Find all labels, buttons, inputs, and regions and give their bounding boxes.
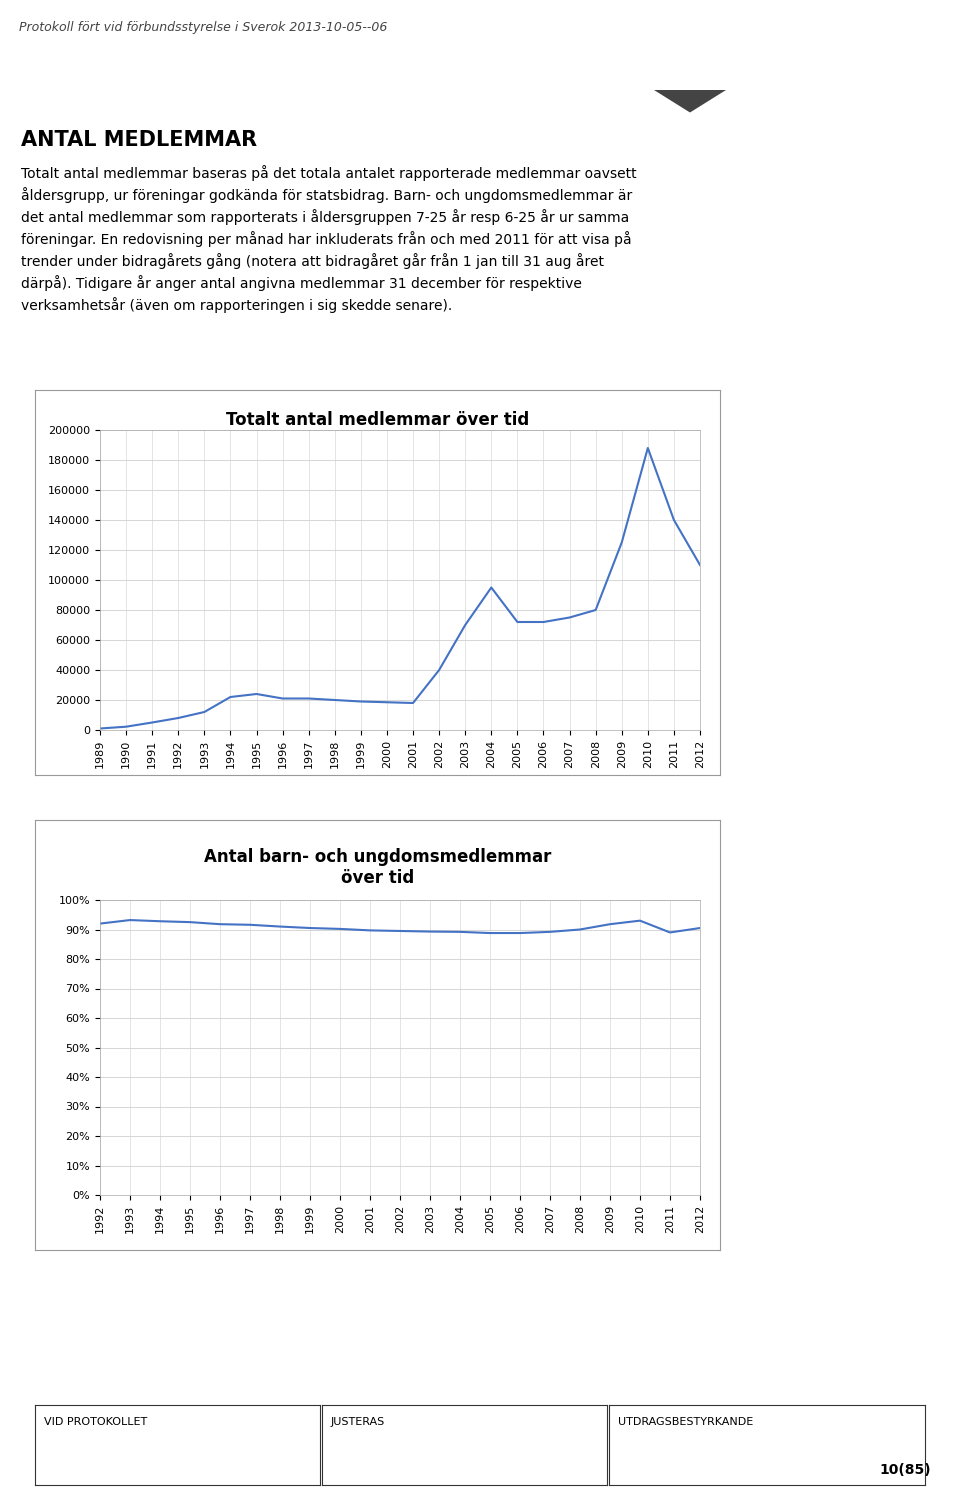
Text: därpå). Tidigare år anger antal angivna medlemmar 31 december för respektive: därpå). Tidigare år anger antal angivna … (21, 275, 582, 292)
Text: det antal medlemmar som rapporterats i åldersgruppen 7-25 år resp 6-25 år ur sam: det antal medlemmar som rapporterats i å… (21, 209, 630, 224)
Text: Protokoll fört vid förbundsstyrelse i Sverok 2013-10-05--06: Protokoll fört vid förbundsstyrelse i Sv… (19, 21, 388, 34)
Polygon shape (654, 90, 726, 112)
Text: UTDRAGSBESTYRKANDE: UTDRAGSBESTYRKANDE (618, 1417, 754, 1428)
Text: trender under bidragårets gång (notera att bidragåret går från 1 jan till 31 aug: trender under bidragårets gång (notera a… (21, 253, 604, 269)
Text: Sverok: Sverok (665, 52, 714, 64)
Text: ANTAL MEDLEMMAR: ANTAL MEDLEMMAR (21, 130, 257, 150)
Text: Antal barn- och ungdomsmedlemmar
över tid: Antal barn- och ungdomsmedlemmar över ti… (204, 848, 551, 887)
Text: åldersgrupp, ur föreningar godkända för statsbidrag. Barn- och ungdomsmedlemmar : åldersgrupp, ur föreningar godkända för … (21, 187, 633, 203)
Text: 10(85): 10(85) (879, 1464, 931, 1477)
Text: VID PROTOKOLLET: VID PROTOKOLLET (43, 1417, 147, 1428)
Text: verksamhetsår (även om rapporteringen i sig skedde senare).: verksamhetsår (även om rapporteringen i … (21, 298, 452, 312)
Text: föreningar. En redovisning per månad har inkluderats från och med 2011 för att v: föreningar. En redovisning per månad har… (21, 232, 632, 247)
Text: Totalt antal medlemmar baseras på det totala antalet rapporterade medlemmar oavs: Totalt antal medlemmar baseras på det to… (21, 164, 636, 181)
Text: Totalt antal medlemmar över tid: Totalt antal medlemmar över tid (226, 411, 529, 429)
Text: JUSTERAS: JUSTERAS (330, 1417, 385, 1428)
